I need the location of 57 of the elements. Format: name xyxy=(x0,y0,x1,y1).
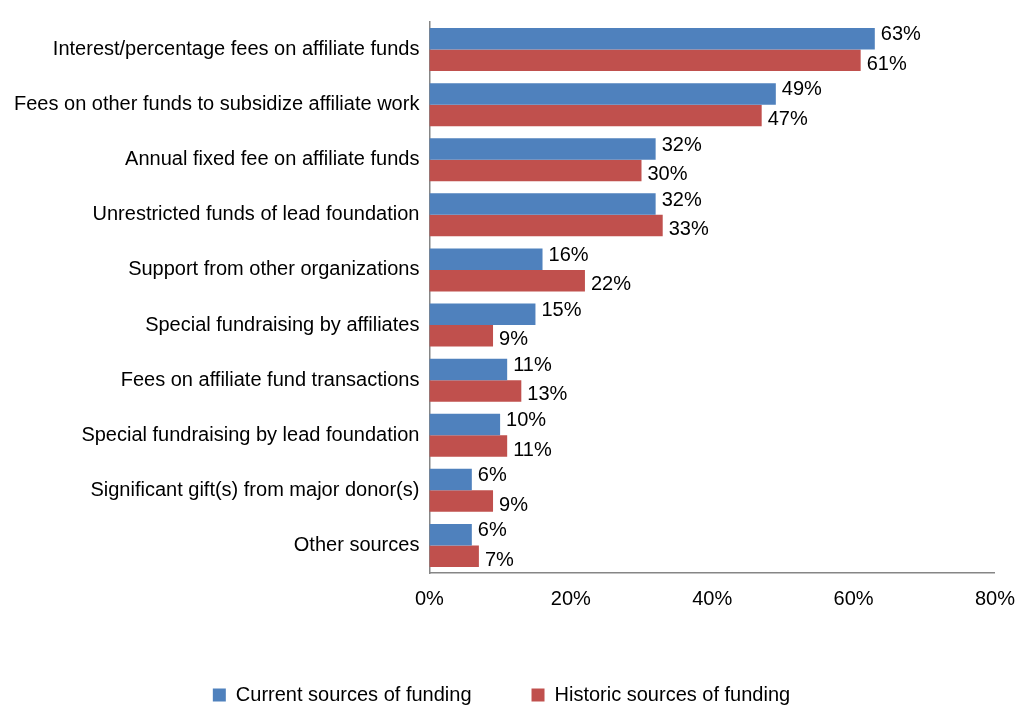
data-label: 47% xyxy=(767,106,808,129)
y-tick-label: Support from other organizations xyxy=(128,257,420,280)
y-tick-label: Other sources xyxy=(293,532,420,555)
x-tick-label: 0% xyxy=(414,586,445,609)
bar xyxy=(429,248,543,270)
y-tick-label: Interest/percentage fees on affiliate funds xyxy=(52,37,420,60)
bar xyxy=(429,214,663,237)
legend-label: Current sources of funding xyxy=(235,682,472,705)
bar xyxy=(429,138,656,160)
data-label: 22% xyxy=(590,272,632,295)
y-tick-label: Fees on affiliate fund transactions xyxy=(120,367,420,390)
y-tick-label: Special fundraising by affiliates xyxy=(145,312,420,335)
bar xyxy=(429,358,508,381)
bar xyxy=(429,303,536,326)
data-label: 9% xyxy=(499,492,529,515)
data-label: 30% xyxy=(647,162,688,185)
bar xyxy=(429,269,585,292)
data-label: 15% xyxy=(541,297,582,320)
bar xyxy=(429,523,472,546)
bar xyxy=(429,325,494,347)
data-label: 10% xyxy=(506,408,547,431)
bar xyxy=(429,193,656,215)
data-label: 9% xyxy=(499,327,529,350)
y-tick-label: Unrestricted funds of lead foundation xyxy=(92,202,420,225)
bar xyxy=(429,104,762,127)
legend-label: Historic sources of funding xyxy=(554,682,791,705)
bar xyxy=(429,468,472,491)
data-label: 49% xyxy=(781,77,823,100)
x-tick-label: 40% xyxy=(692,586,733,609)
x-tick-label: 80% xyxy=(974,586,1016,609)
data-label: 32% xyxy=(661,132,702,155)
bar xyxy=(429,159,642,182)
bar xyxy=(429,83,776,105)
x-tick-label: 20% xyxy=(550,586,592,609)
data-label: 16% xyxy=(548,242,589,265)
bar xyxy=(429,28,875,50)
y-tick-label: Fees on other funds to subsidize affiliate work xyxy=(13,92,421,115)
y-tick-label: Annual fixed fee on affiliate funds xyxy=(125,147,420,170)
y-tick-label: Special fundraising by lead foundation xyxy=(81,422,420,445)
data-label: 33% xyxy=(668,217,709,240)
x-tick-label: 60% xyxy=(833,586,874,609)
data-label: 61% xyxy=(866,51,907,74)
data-label: 6% xyxy=(477,463,507,486)
y-tick-label: Significant gift(s) from major donor(s) xyxy=(90,477,420,500)
data-label: 63% xyxy=(880,22,922,45)
bar xyxy=(429,435,508,457)
bar xyxy=(429,545,479,567)
data-label: 6% xyxy=(477,518,507,541)
data-label: 32% xyxy=(661,187,702,210)
data-label: 7% xyxy=(484,547,515,570)
data-label: 11% xyxy=(513,437,552,460)
data-label: 13% xyxy=(527,382,568,405)
bar xyxy=(429,380,522,402)
bar xyxy=(429,413,501,436)
data-label: 11% xyxy=(513,352,552,375)
bar xyxy=(429,490,494,512)
bar xyxy=(429,49,861,72)
